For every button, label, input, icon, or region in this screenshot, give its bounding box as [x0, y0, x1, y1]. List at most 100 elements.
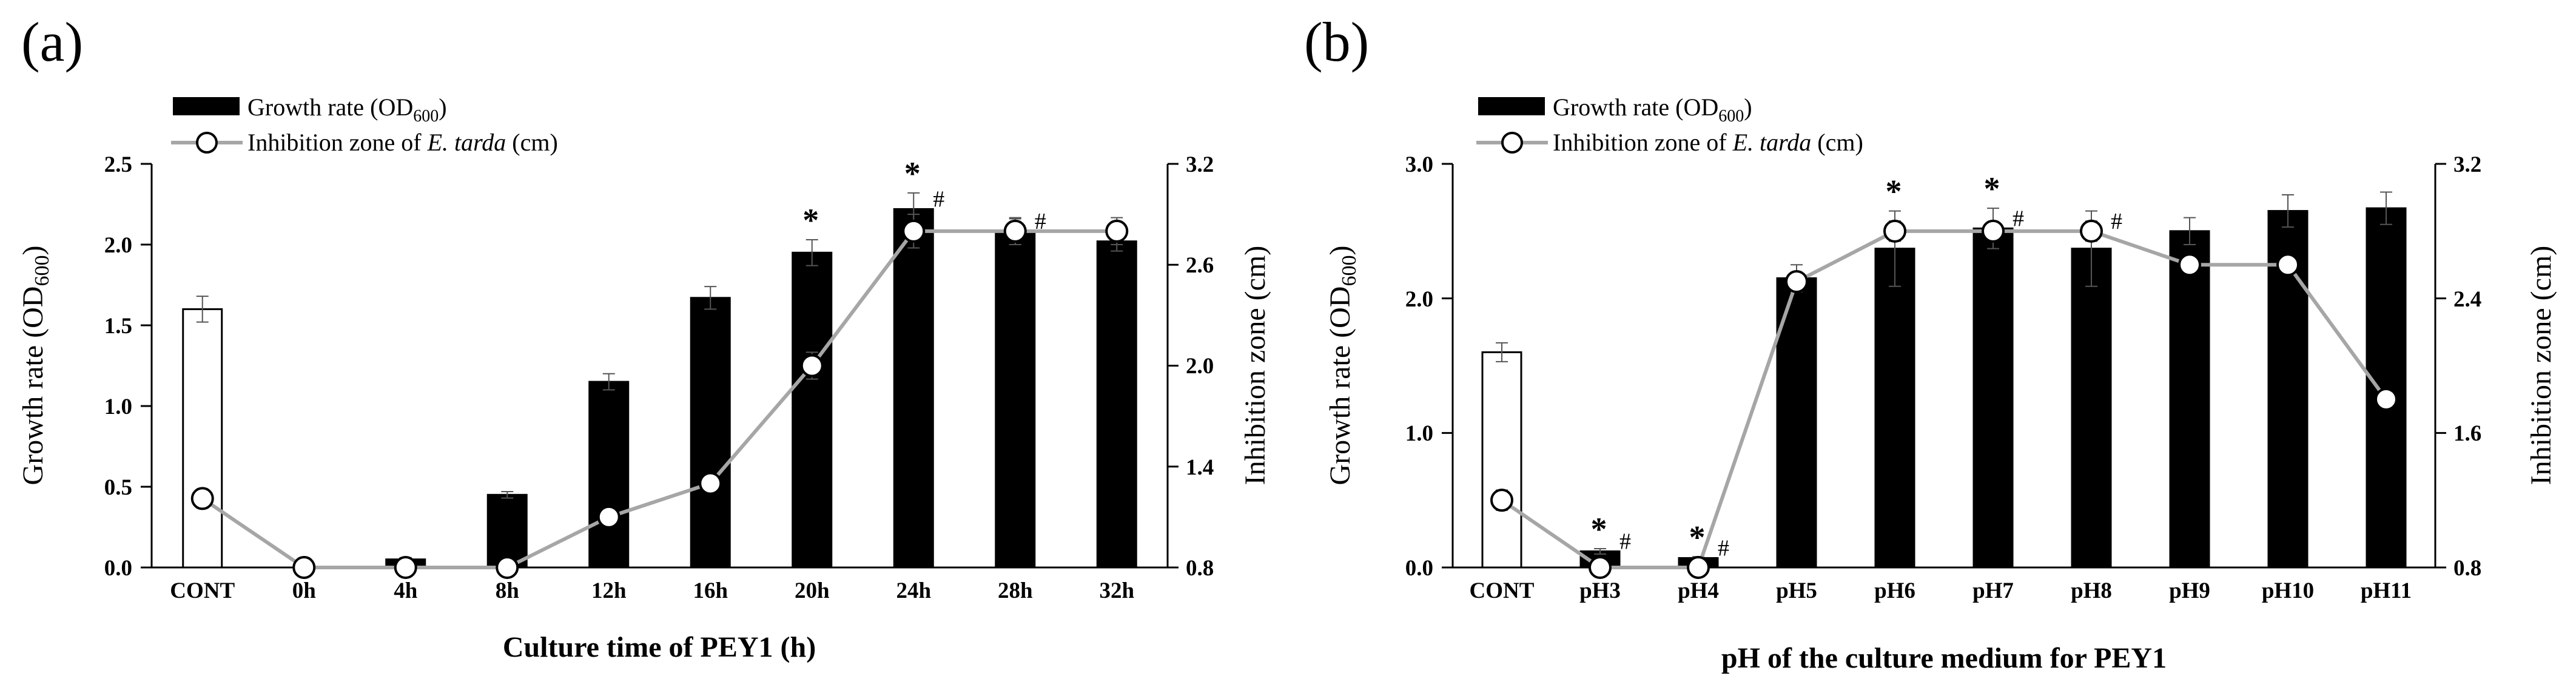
- bar: [2071, 248, 2112, 569]
- significance-star: *: [1886, 174, 1902, 210]
- panel-b: (b) Growth rate (OD600) Inhibition zone …: [1304, 11, 2557, 674]
- significance-hash: #: [1619, 529, 1631, 554]
- inhibition-zone-point: [2080, 219, 2103, 243]
- y2-tick-label: 0.8: [1186, 556, 1214, 581]
- legend-marker: [1501, 132, 1523, 154]
- panel-b-left-axis: 0.0 1.0 2.0 3.0 Growth rate (OD600): [1324, 152, 1454, 581]
- y2-tick-label: 1.6: [2453, 421, 2481, 446]
- inhibition-zone-point: [800, 354, 824, 378]
- significance-star: *: [1591, 511, 1607, 547]
- x-tick-label: pH11: [2361, 578, 2412, 603]
- inhibition-zone-point: [2375, 387, 2398, 411]
- panel-a-legend: Growth rate (OD600) Inhibition zone of E…: [171, 93, 558, 156]
- inhibition-zone-point: [902, 219, 926, 243]
- x-tick-label: 32h: [1099, 578, 1134, 603]
- y2-tick-label: 3.2: [1186, 152, 1214, 177]
- x-tick-label: pH3: [1579, 578, 1621, 603]
- y-tick-label: 2.0: [1405, 287, 1433, 312]
- inhibition-zone-point: [2178, 253, 2201, 277]
- y-axis-title: Growth rate (OD600): [17, 246, 53, 486]
- bar: [1874, 248, 1915, 569]
- x-tick-label: pH7: [1972, 578, 2014, 603]
- x-tick-label: pH9: [2169, 578, 2210, 603]
- y-tick-label: 0.5: [104, 475, 132, 500]
- inhibition-zone-point: [1687, 556, 1710, 579]
- bar: [1481, 351, 1522, 569]
- significance-hash: #: [1718, 535, 1729, 561]
- inhibition-zone-point: [2276, 253, 2299, 277]
- y-tick-label: 1.0: [104, 394, 132, 419]
- bar: [690, 297, 731, 569]
- inhibition-zone-point: [190, 487, 214, 510]
- legend-bar-label: Growth rate (OD600): [247, 93, 447, 126]
- significance-star: *: [1984, 171, 2000, 207]
- inhibition-zone-point: [1589, 556, 1612, 579]
- inhibition-zone-point: [1490, 489, 1513, 512]
- y-axis-title: Growth rate (OD600): [1324, 246, 1360, 486]
- y-tick-label: 2.0: [104, 233, 132, 258]
- significance-star: *: [802, 202, 819, 239]
- legend-marker: [196, 132, 218, 154]
- significance-hash: #: [933, 186, 944, 212]
- inhibition-zone-point: [1105, 219, 1129, 243]
- x-tick-label: 8h: [496, 578, 520, 603]
- legend-line-label: Inhibition zone of E. tarda (cm): [247, 129, 558, 156]
- bar: [893, 208, 934, 569]
- x-tick-label: 28h: [998, 578, 1033, 603]
- inhibition-zone-line: [201, 229, 1117, 569]
- y2-tick-label: 1.4: [1186, 455, 1214, 480]
- inhibition-zone-point: [1003, 219, 1027, 243]
- inhibition-zone-line: [1501, 229, 2388, 569]
- legend-line-label: Inhibition zone of E. tarda (cm): [1553, 129, 1863, 156]
- inhibition-zone-point: [496, 556, 519, 579]
- bar: [588, 381, 630, 569]
- legend-bar-swatch: [1478, 97, 1545, 115]
- inhibition-zone-point: [292, 556, 316, 579]
- panel-b-label: (b): [1304, 11, 1369, 73]
- x-tick-label: 24h: [896, 578, 931, 603]
- significance-hash: #: [1035, 209, 1046, 234]
- x-tick-label: pH6: [1874, 578, 1915, 603]
- panel-a-left-axis: 0.0 0.5 1.0 1.5 2.0 2.5 Growth rate (OD6…: [17, 152, 153, 581]
- x-tick-label: CONT: [170, 578, 235, 603]
- y2-axis-title: Inhibition zone (cm): [1239, 246, 1271, 486]
- y-tick-label: 2.5: [104, 152, 132, 177]
- bar: [1096, 240, 1137, 569]
- y2-tick-label: 3.2: [2453, 152, 2481, 177]
- bar: [1776, 277, 1817, 569]
- y-tick-label: 3.0: [1405, 152, 1433, 177]
- panel-a: (a) Growth rate (OD600) Inhibition zone …: [17, 11, 1271, 663]
- y-tick-label: 0.0: [1405, 556, 1433, 581]
- x-tick-label: 0h: [292, 578, 317, 603]
- bar: [2169, 230, 2210, 569]
- significance-hash: #: [2013, 206, 2024, 231]
- y2-tick-label: 2.4: [2453, 287, 2481, 312]
- y2-tick-label: 2.6: [1186, 253, 1214, 278]
- panel-a-label: (a): [21, 11, 83, 73]
- significance-hash: #: [2111, 209, 2122, 234]
- y2-tick-label: 0.8: [2453, 556, 2481, 581]
- y2-tick-label: 2.0: [1186, 354, 1214, 379]
- x-tick-label: 12h: [591, 578, 627, 603]
- x-tick-label: 16h: [693, 578, 728, 603]
- panel-b-legend: Growth rate (OD600) Inhibition zone of E…: [1476, 93, 1863, 156]
- x-tick-label: pH10: [2262, 578, 2314, 603]
- bar: [182, 308, 223, 569]
- bar: [792, 251, 833, 569]
- panel-a-x-axis-title: Culture time of PEY1 (h): [503, 631, 816, 663]
- bar: [995, 231, 1036, 569]
- panel-b-x-axis-title: pH of the culture medium for PEY1: [1721, 642, 2167, 674]
- y-tick-label: 1.5: [104, 314, 132, 339]
- inhibition-zone-point: [394, 556, 417, 579]
- x-tick-label: CONT: [1470, 578, 1535, 603]
- bar: [1972, 227, 2014, 569]
- bar: [486, 493, 528, 569]
- y-tick-label: 0.0: [104, 556, 132, 581]
- x-tick-label: pH5: [1776, 578, 1817, 603]
- significance-star: *: [1689, 519, 1706, 555]
- legend-bar-swatch: [173, 97, 240, 115]
- inhibition-zone-point: [597, 505, 620, 529]
- x-tick-label: pH8: [2071, 578, 2112, 603]
- x-tick-label: pH4: [1678, 578, 1719, 603]
